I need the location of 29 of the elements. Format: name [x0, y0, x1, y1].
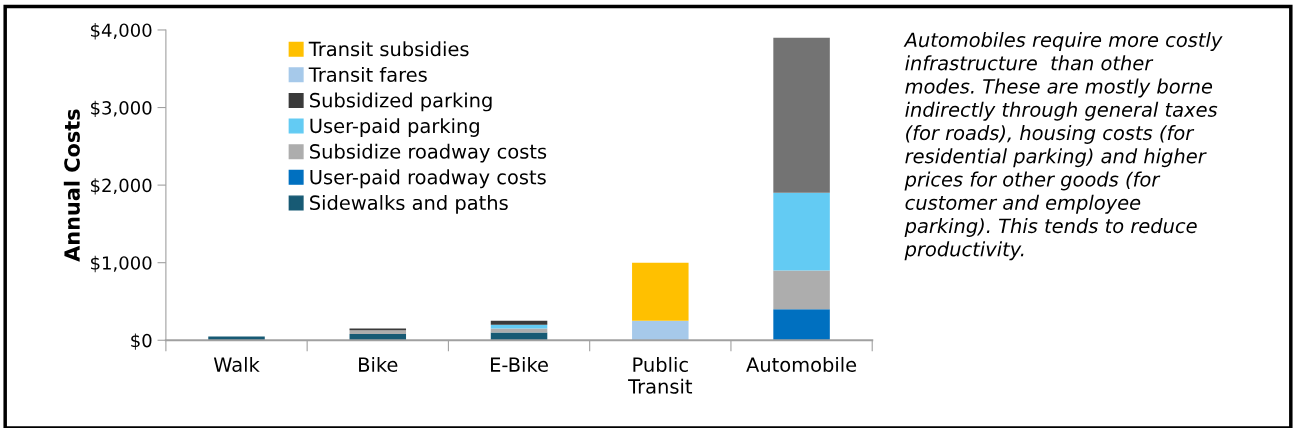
legend-label: Transit subsidies [308, 41, 469, 57]
bar [349, 330, 407, 335]
y-tick-label: $1,000 [91, 255, 152, 273]
bar [773, 192, 830, 271]
bar [490, 324, 548, 329]
text: Automobiles require more costly infrastructure than other modes. These are mostly borne indirectly through general taxes (for roads), housing costs (for residential parking) and higher prices for other goods (for customer and employee parking). This tends to reduce productivity. [903, 32, 1223, 261]
bar [773, 309, 830, 341]
x-tick-label: Public Transit [628, 356, 693, 394]
bar [490, 328, 548, 333]
legend-label: User-paid parking [310, 118, 479, 137]
y-tick-label: $3,000 [91, 100, 152, 118]
bar [632, 262, 689, 321]
y-tick-label: $0 [131, 333, 152, 350]
legend-label: Subsidize roadway costs [310, 143, 547, 163]
x-tick-label: Automobile [746, 356, 857, 372]
bar [773, 37, 830, 193]
y-tick-label: $2,000 [91, 178, 152, 195]
legend-label: Sidewalks and paths [310, 195, 508, 214]
legend-label: Transit fares [308, 66, 427, 82]
y-tick-label: $4,000 [91, 23, 152, 40]
bar [632, 320, 689, 341]
x-tick-label: E-Bike [491, 356, 548, 372]
bar [490, 320, 548, 325]
x-tick-label: Bike [359, 356, 398, 372]
x-tick-label: Walk [213, 356, 260, 372]
y-axis-title: Annual Costs [63, 109, 80, 262]
legend-label: Subsidized parking [310, 92, 492, 112]
bar [773, 270, 830, 310]
legend-label: User-paid roadway costs [310, 169, 546, 189]
